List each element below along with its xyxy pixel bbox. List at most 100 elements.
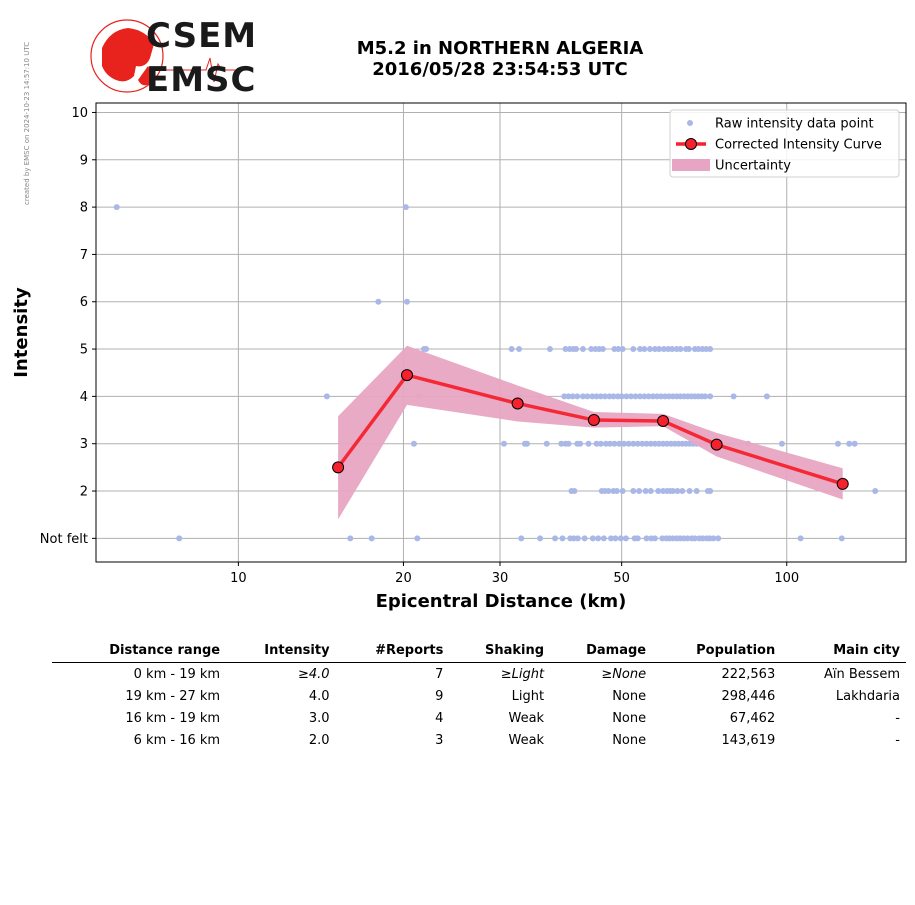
raw-data-point: [176, 535, 183, 542]
raw-data-point: [636, 393, 643, 400]
raw-data-point: [613, 488, 620, 495]
raw-data-point: [562, 346, 569, 353]
raw-data-point: [630, 488, 637, 495]
raw-data-point: [518, 535, 525, 542]
raw-data-point: [577, 440, 584, 447]
raw-data-point: [589, 535, 596, 542]
x-tick-label: 100: [774, 571, 799, 586]
table-cell-reports: 4: [435, 711, 444, 726]
raw-data-point: [524, 440, 531, 447]
raw-data-point: [607, 535, 614, 542]
csem-emsc-logo: CSEM EMSC: [88, 16, 258, 100]
raw-data-point: [710, 535, 717, 542]
raw-data-point: [597, 393, 604, 400]
table-cell-damage: None: [612, 733, 647, 748]
table-header-cell: Damage: [550, 640, 653, 663]
raw-data-point: [851, 440, 858, 447]
raw-data-point: [593, 440, 600, 447]
table-header-row: Distance range Intensity #Reports Shaking Da…: [52, 640, 906, 663]
raw-data-point: [516, 346, 523, 353]
raw-data-point: [508, 346, 515, 353]
raw-data-point: [647, 488, 654, 495]
plot-frame: [95, 102, 907, 563]
raw-data-point: [537, 535, 544, 542]
y-tick-label: 6: [80, 295, 88, 310]
raw-data-point: [589, 393, 596, 400]
raw-data-point: [606, 440, 613, 447]
legend-label: Uncertainty: [715, 159, 791, 174]
corrected-curve-marker: [511, 397, 524, 410]
legend-box: [669, 109, 900, 178]
intensity-summary-table: Distance range Intensity #Reports Shaking Da…: [52, 640, 906, 751]
raw-data-point: [634, 440, 641, 447]
logo-text-csem: CSEM: [146, 16, 258, 56]
table-cell-city: Lakhdaria: [835, 689, 900, 704]
table-cell-city: -: [895, 711, 900, 726]
raw-data-point: [669, 488, 676, 495]
raw-data-point: [616, 440, 623, 447]
chart-title-line1: M5.2 in NORTHERN ALGERIA: [356, 38, 644, 59]
raw-data-point: [677, 346, 684, 353]
raw-data-point: [619, 346, 626, 353]
table-cell-reports: 7: [435, 667, 444, 682]
raw-data-point: [636, 488, 643, 495]
raw-data-point: [630, 440, 637, 447]
raw-data-point: [834, 440, 841, 447]
raw-data-point: [707, 488, 714, 495]
y-tick-label: 9: [80, 153, 88, 168]
table-cell-city: Aïn Bessem: [823, 667, 900, 682]
raw-data-point: [622, 535, 629, 542]
chart-title: M5.2 in NORTHERN ALGERIA 2016/05/28 23:5…: [300, 38, 700, 80]
chart-title-line2: 2016/05/28 23:54:53 UTC: [372, 59, 628, 80]
raw-data-point: [347, 535, 354, 542]
corrected-curve-marker: [587, 414, 600, 427]
y-tick-label: 10: [71, 106, 88, 121]
table-cell-intensity: ≥4.0: [297, 667, 330, 682]
raw-data-point: [543, 440, 550, 447]
corrected-curve-marker: [836, 477, 849, 490]
raw-data-point: [695, 346, 702, 353]
raw-data-point: [702, 393, 709, 400]
table-row: 0 km - 19 km ≥4.0 7 ≥Light ≥None 222,563 Aïn B…: [52, 663, 906, 686]
raw-data-point: [730, 393, 737, 400]
table-cell-intensity: 4.0: [308, 689, 330, 704]
table-body: 0 km - 19 km ≥4.0 7 ≥Light ≥None 222,563 Aïn B…: [52, 663, 906, 752]
raw-data-point: [402, 204, 409, 211]
raw-data-point: [573, 346, 580, 353]
raw-data-point: [615, 346, 622, 353]
table-cell-reports: 9: [435, 689, 444, 704]
x-tick-label: 20: [395, 571, 412, 586]
raw-data-point: [579, 346, 586, 353]
raw-data-point: [686, 488, 693, 495]
raw-data-point: [574, 535, 581, 542]
table-cell-distance: 19 km - 27 km: [125, 689, 221, 704]
table-cell-damage: ≥None: [601, 667, 647, 682]
raw-data-point: [581, 535, 588, 542]
raw-data-point: [571, 488, 578, 495]
globe-icon: [90, 19, 248, 93]
table-cell-intensity: 2.0: [308, 733, 330, 748]
raw-data-point: [579, 393, 586, 400]
table-cell-population: 222,563: [721, 667, 776, 682]
table-header-cell: Shaking: [449, 640, 551, 663]
raw-data-point: [669, 346, 676, 353]
raw-data-point: [649, 393, 656, 400]
table-header-cell: #Reports: [335, 640, 450, 663]
raw-data-point: [846, 440, 853, 447]
raw-data-point: [599, 346, 606, 353]
raw-data-point: [643, 535, 650, 542]
raw-data-point: [618, 393, 625, 400]
raw-data-point: [651, 440, 658, 447]
raw-data-point: [685, 346, 692, 353]
raw-data-point: [778, 440, 785, 447]
raw-data-point: [375, 298, 382, 305]
raw-data-point: [643, 440, 650, 447]
raw-data-point: [679, 488, 686, 495]
raw-data-point: [715, 535, 722, 542]
raw-data-point: [636, 346, 643, 353]
y-tick-label: 8: [80, 201, 88, 216]
raw-data-point: [707, 393, 714, 400]
raw-data-point: [660, 346, 667, 353]
table-header-cell: Main city: [781, 640, 906, 663]
table-row: 6 km - 16 km 2.0 3 Weak None 143,619 -: [52, 729, 906, 751]
